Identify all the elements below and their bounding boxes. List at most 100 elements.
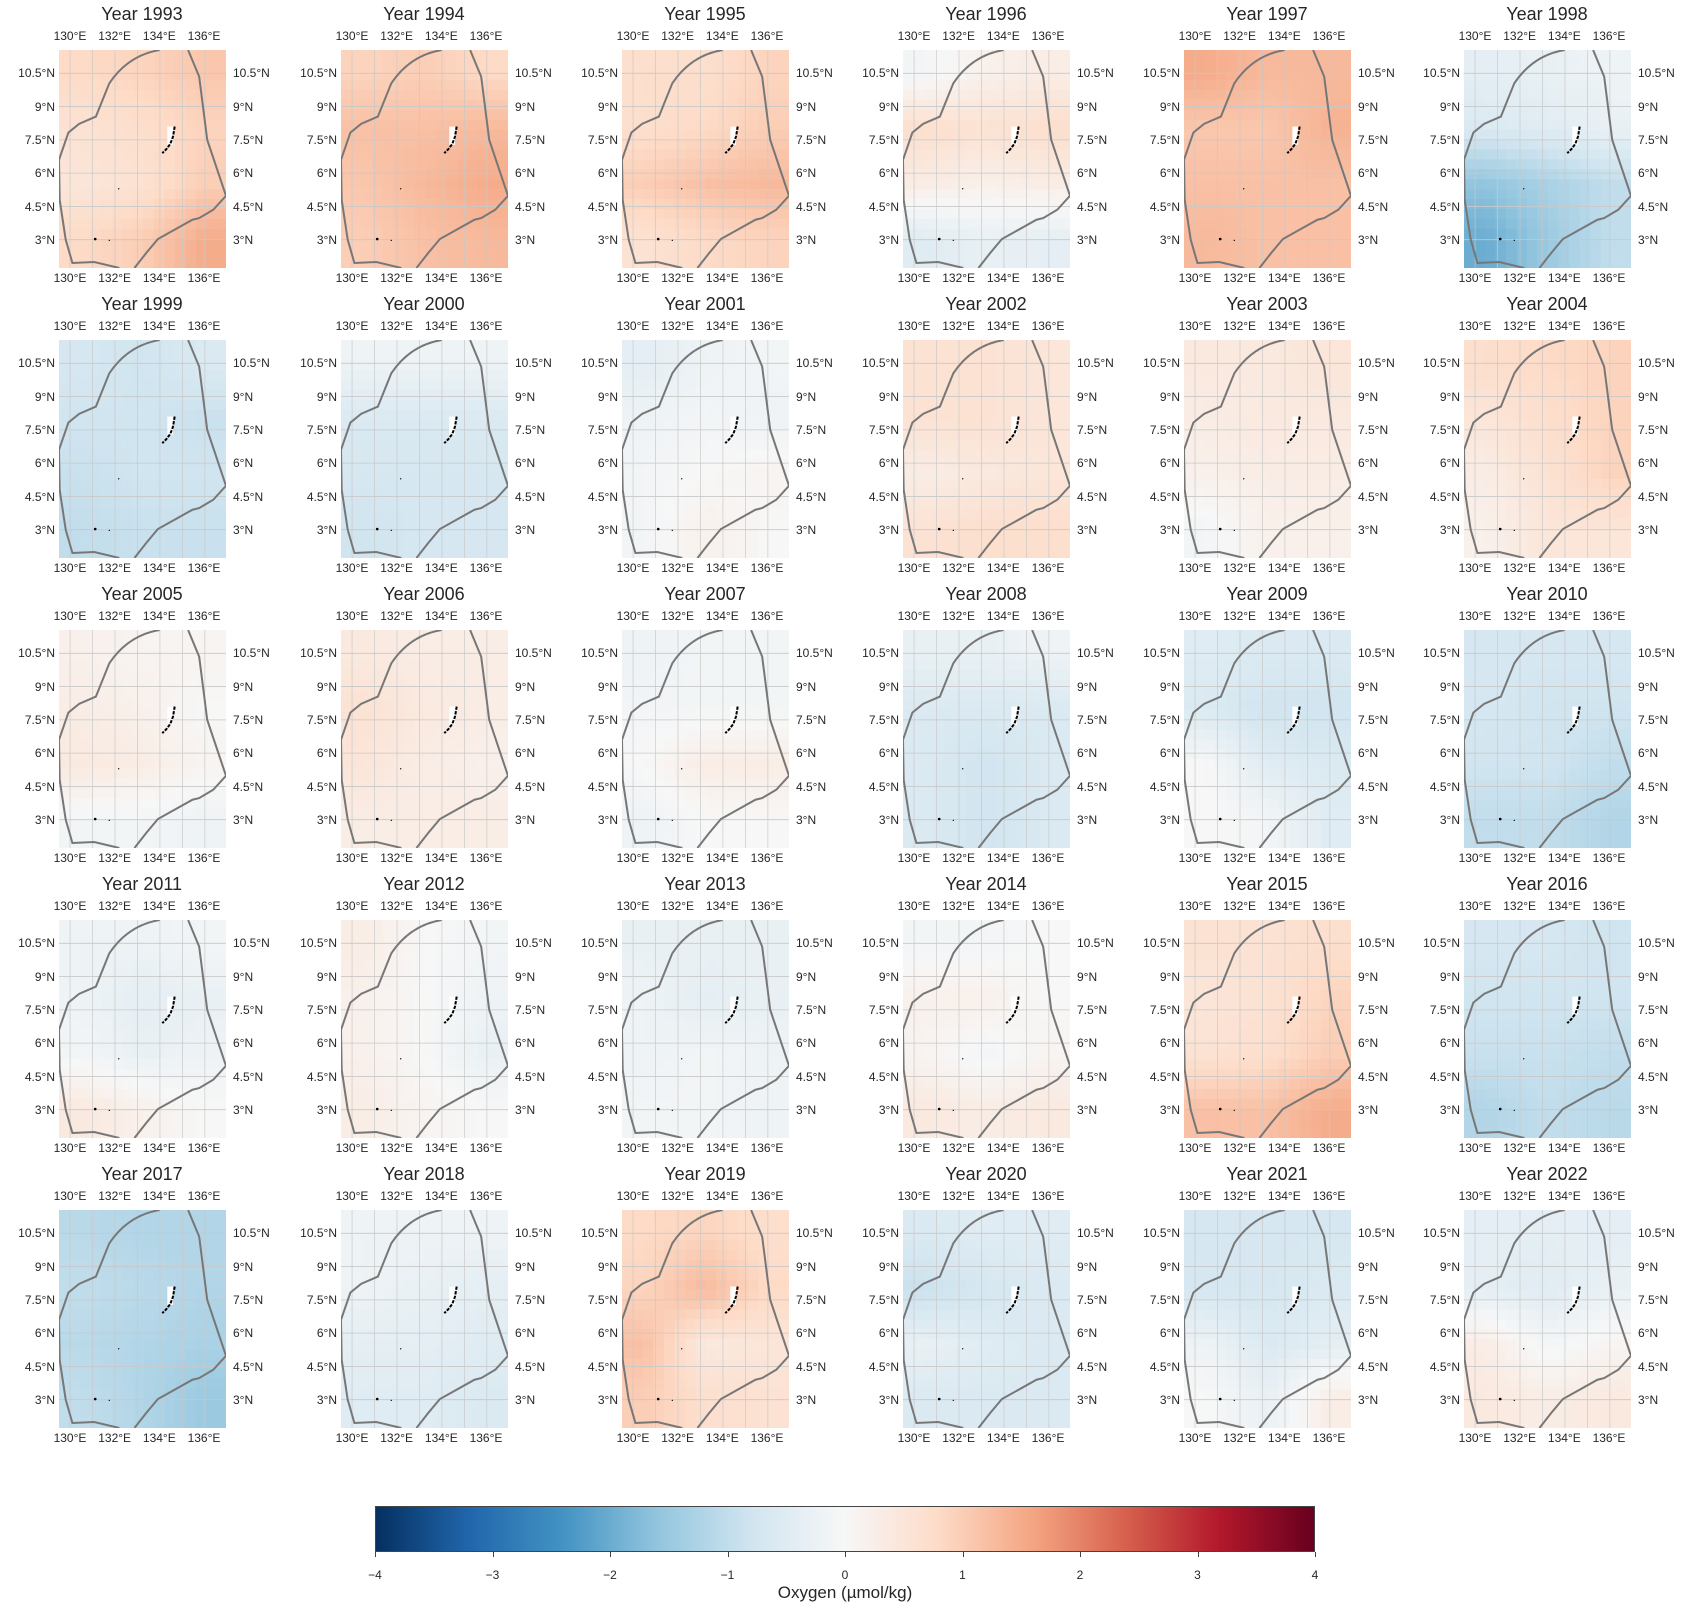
heatmap-cell: [174, 659, 186, 670]
heatmap-cell: [1268, 99, 1279, 110]
heatmap-cell: [393, 189, 405, 200]
heatmap-cell: [122, 169, 133, 180]
heatmap-cell: [674, 349, 686, 361]
heatmap-cell: [372, 169, 384, 180]
heatmap-cell: [185, 429, 197, 440]
heatmap-cell: [393, 129, 405, 140]
heatmap-cell: [69, 119, 81, 130]
heatmap-cell: [1474, 449, 1486, 460]
heatmap-cell: [934, 459, 946, 470]
heatmap-cell: [164, 119, 175, 130]
heatmap-cell: [1611, 548, 1623, 558]
heatmap-cell: [1569, 149, 1580, 160]
heatmap-cell: [1289, 149, 1300, 160]
heatmap-cell: [966, 409, 977, 420]
heatmap-cell: [923, 389, 935, 400]
heatmap-cell: [913, 109, 925, 120]
heatmap-cell: [1204, 179, 1216, 190]
heatmap-cell: [122, 238, 133, 249]
heatmap-cell: [716, 89, 728, 100]
heatmap-cell: [185, 139, 197, 150]
heatmap-cell: [674, 369, 686, 380]
heatmap-cell: [79, 498, 91, 510]
heatmap-cell: [185, 439, 197, 450]
heatmap-cell: [737, 439, 749, 450]
heatmap-cell: [467, 439, 479, 450]
heatmap-cell: [695, 199, 707, 210]
heatmap-cell: [59, 359, 70, 371]
heatmap-cell: [1516, 459, 1528, 470]
heatmap-cell: [903, 498, 914, 510]
heatmap-cell: [425, 518, 436, 530]
heatmap-cell: [1516, 99, 1528, 110]
heatmap-cell: [653, 248, 665, 259]
heatmap-cell: [132, 709, 144, 720]
heatmap-cell: [341, 349, 352, 361]
heatmap-cell: [1474, 518, 1486, 530]
heatmap-cell: [1050, 459, 1062, 470]
heatmap-cell: [100, 59, 112, 71]
heatmap-cell: [174, 669, 186, 680]
heatmap-cell: [913, 469, 925, 480]
heatmap-cell: [632, 159, 644, 170]
lat-tick-label: 7.5°N: [796, 132, 827, 147]
heatmap-cell: [1527, 498, 1538, 510]
heatmap-cell: [122, 679, 133, 690]
lat-tick-label: 9°N: [1439, 99, 1460, 114]
heatmap-cell: [382, 429, 394, 440]
heatmap-cell: [1225, 99, 1237, 110]
heatmap-cell: [1331, 399, 1343, 410]
heatmap-cell: [1320, 538, 1332, 549]
lat-tick-label: 6°N: [1159, 166, 1180, 181]
heatmap-cell: [1516, 419, 1528, 430]
heatmap-cell: [143, 699, 154, 710]
heatmap-cell: [69, 340, 81, 351]
heatmap-cell: [372, 199, 384, 210]
heatmap-cell: [622, 489, 633, 500]
heatmap-cell: [467, 469, 479, 480]
heatmap-cell: [966, 179, 977, 190]
heatmap-cell: [706, 99, 717, 110]
heatmap-cell: [706, 59, 717, 71]
heatmap-cell: [446, 528, 457, 539]
heatmap-cell: [341, 99, 352, 110]
heatmap-cell: [1320, 228, 1332, 240]
heatmap-cell: [748, 429, 760, 440]
heatmap-cell: [456, 379, 468, 390]
heatmap-cell: [361, 489, 373, 500]
heatmap-cell: [132, 238, 144, 249]
heatmap-cell: [1268, 479, 1279, 490]
heatmap-cell: [488, 99, 500, 110]
heatmap-cell: [1484, 228, 1496, 240]
heatmap-cell: [997, 538, 1009, 549]
heatmap-cell: [748, 248, 760, 259]
heatmap-cell: [372, 149, 384, 160]
heatmap-cell: [1516, 469, 1528, 480]
heatmap-cell: [1204, 149, 1216, 160]
heatmap-cell: [1299, 218, 1311, 230]
heatmap-cell: [966, 119, 977, 130]
heatmap-cell: [1558, 149, 1570, 160]
heatmap-cell: [1558, 99, 1570, 110]
heatmap-cell: [1548, 139, 1559, 150]
heatmap-cell: [1257, 369, 1269, 380]
heatmap-cell: [79, 169, 91, 180]
heatmap-cell: [153, 479, 165, 490]
heatmap-cell: [716, 179, 728, 190]
heatmap-cell: [1008, 248, 1019, 259]
heatmap-cell: [1590, 139, 1602, 150]
heatmap-cell: [90, 528, 102, 539]
heatmap-cell: [1527, 489, 1538, 500]
heatmap-cell: [185, 769, 197, 780]
heatmap-cell: [1495, 538, 1507, 549]
heatmap-cell: [1225, 169, 1237, 180]
heatmap-cell: [1268, 399, 1279, 410]
heatmap-cell: [59, 389, 70, 400]
heatmap-cell: [498, 89, 508, 100]
map-plot: [903, 340, 1070, 558]
heatmap-cell: [737, 538, 749, 549]
heatmap-cell: [622, 340, 633, 351]
heatmap-cell: [997, 199, 1009, 210]
heatmap-cell: [769, 89, 781, 100]
heatmap-cell: [1268, 238, 1279, 249]
